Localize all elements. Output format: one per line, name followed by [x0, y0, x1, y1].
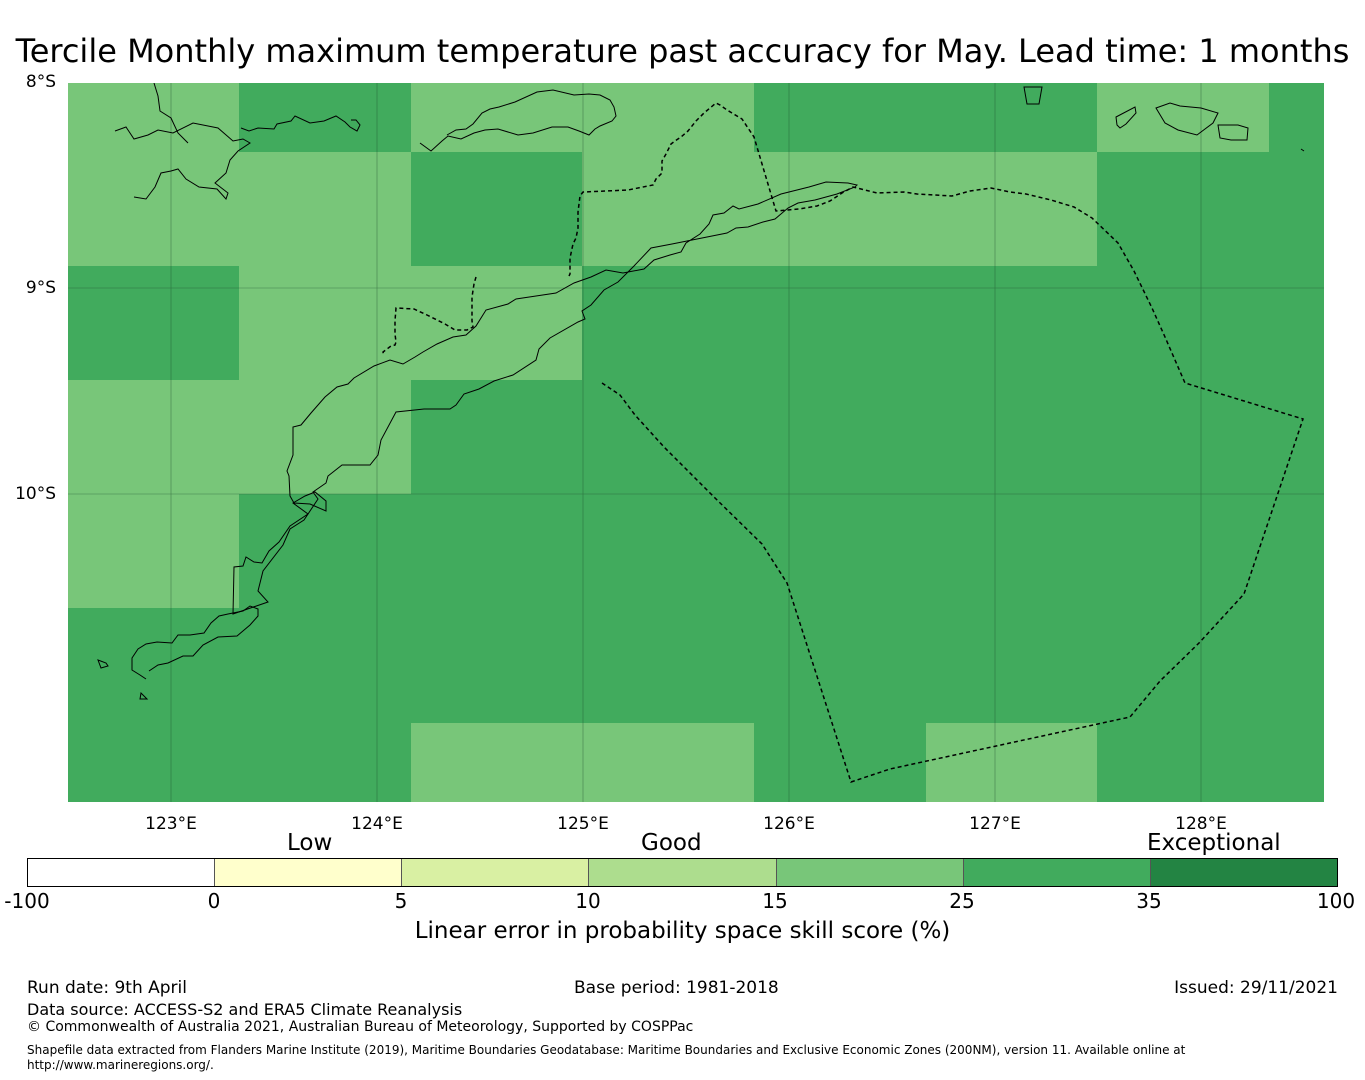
shapefile-credit: Shapefile data extracted from Flanders M… — [27, 1043, 1186, 1057]
category-good: Good — [641, 830, 702, 856]
skill-cell — [411, 723, 754, 802]
timor-island-coast — [232, 181, 858, 615]
issued-date: Issued: 29/11/2021 — [1174, 978, 1338, 998]
skill-cell — [68, 380, 411, 494]
lon-label-126e: 126°E — [763, 814, 815, 834]
colorbar-tick: -100 — [4, 889, 50, 913]
skill-cell — [582, 152, 1097, 266]
colorbar-segment — [402, 859, 590, 886]
lat-label-10s: 10°S — [15, 484, 56, 504]
skill-cell — [239, 266, 582, 380]
eez-timor-leste — [382, 102, 1304, 783]
colorbar-segment — [963, 859, 1151, 886]
colorbar-tick: 10 — [575, 889, 601, 913]
lon-label-125e: 125°E — [557, 814, 609, 834]
category-exceptional: Exceptional — [1147, 830, 1281, 856]
colorbar-tick: 25 — [949, 889, 975, 913]
colorbar-segment — [215, 859, 403, 886]
wetar-coast — [419, 89, 617, 152]
graticule — [68, 83, 1324, 802]
colorbar-segment — [589, 859, 777, 886]
skill-cell — [68, 494, 239, 608]
colorbar-tick: 15 — [762, 889, 788, 913]
colorbar-tick: 0 — [207, 889, 221, 913]
colorbar — [27, 858, 1338, 887]
colorbar-segment — [1150, 859, 1337, 886]
data-source: Data source: ACCESS-S2 and ERA5 Climate … — [27, 1000, 463, 1019]
run-date: Run date: 9th April — [27, 978, 187, 998]
base-period: Base period: 1981-2018 — [574, 978, 779, 998]
skill-cells-light — [68, 83, 1269, 802]
colorbar-tick: 5 — [394, 889, 408, 913]
skill-map — [68, 83, 1324, 802]
skill-cell — [1097, 83, 1269, 152]
lon-label-123e: 123°E — [145, 814, 197, 834]
skill-cell — [926, 723, 1097, 802]
lat-label-8s: 8°S — [25, 72, 56, 92]
lon-label-124e: 124°E — [351, 814, 403, 834]
copyright: © Commonwealth of Australia 2021, Austra… — [27, 1019, 694, 1035]
colorbar-tick: 100 — [1316, 889, 1356, 913]
colorbar-segment — [28, 859, 216, 886]
map-title: Tercile Monthly maximum temperature past… — [15, 32, 1350, 70]
maritime-boundary — [382, 102, 1304, 783]
skill-cell — [68, 152, 411, 266]
alor-coast — [114, 83, 251, 200]
small-islands — [97, 86, 1305, 700]
lon-label-127e: 127°E — [969, 814, 1021, 834]
sumba-coast — [131, 605, 259, 680]
skill-cell — [68, 83, 239, 152]
colorbar-segment — [776, 859, 964, 886]
pantar-coast — [240, 115, 361, 132]
category-low: Low — [287, 830, 333, 856]
lat-label-9s: 9°S — [25, 278, 56, 298]
skill-cell — [411, 83, 754, 152]
colorbar-label: Linear error in probability space skill … — [414, 918, 951, 944]
lon-label-128e: 128°E — [1175, 814, 1227, 834]
coastlines — [97, 83, 1305, 700]
colorbar-tick: 35 — [1136, 889, 1162, 913]
marineregions-url[interactable]: http://www.marineregions.org/. — [27, 1058, 214, 1072]
